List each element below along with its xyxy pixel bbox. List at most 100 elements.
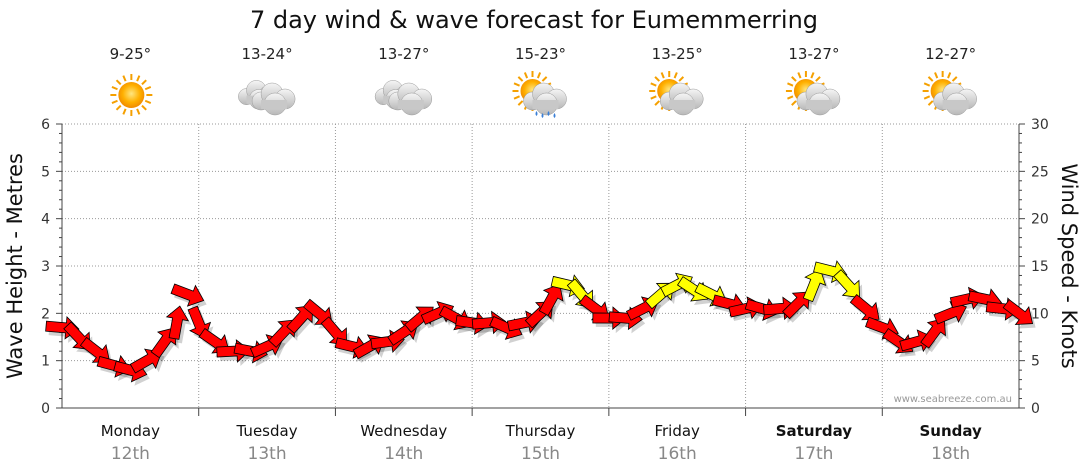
left-tick-label: 0: [41, 401, 50, 417]
weather-sun-cloud-icon: 13-27°: [785, 45, 841, 116]
left-tick-label: 5: [41, 164, 50, 180]
cloud-shape: [933, 82, 977, 116]
left-tick-label: 3: [41, 259, 50, 275]
sun-ray: [136, 75, 141, 82]
sun-ray: [934, 72, 939, 79]
day-date: 13th: [248, 444, 287, 464]
sun-ray: [678, 76, 685, 82]
sun-ray: [517, 100, 524, 106]
cloud-shape: [659, 82, 704, 116]
sun-ray: [923, 95, 931, 100]
sun-ray: [787, 95, 794, 100]
sun-ray: [144, 86, 152, 91]
cloud-shape: [796, 82, 841, 116]
sun-ray: [660, 72, 665, 79]
day-labels: Monday 12th Tuesday 13th Wednesday 14th Thursd…: [101, 408, 982, 464]
day-name: Thursday: [505, 422, 576, 440]
rain-drop: [547, 111, 550, 116]
temp-range: 13-27°: [788, 45, 839, 63]
weather-sun-cloud-icon: 12-27°: [922, 45, 977, 116]
gridlines: [61, 123, 1020, 409]
temp-range: 13-27°: [378, 45, 429, 63]
weather-sun-cloud-rain-icon: 15-23°: [512, 45, 567, 118]
day-date: 12th: [111, 444, 150, 464]
cloud-shape: [388, 82, 433, 116]
day-name: Tuesday: [236, 422, 298, 440]
temp-range: 12-27°: [925, 45, 976, 63]
sun-ray: [927, 76, 934, 82]
sun-ray: [650, 95, 657, 100]
day-name: Sunday: [919, 422, 982, 440]
sun-ray: [654, 100, 661, 106]
sun-ray: [947, 72, 952, 79]
right-tick-label: 30: [1031, 117, 1049, 133]
weather-cloud-icon: 13-24°: [238, 45, 296, 116]
sun-ray: [115, 79, 122, 86]
sun-ray: [923, 82, 931, 87]
sun-ray: [115, 104, 122, 111]
left-tick-label: 6: [41, 117, 50, 133]
wind-arrow: [1002, 299, 1034, 325]
wind-arrow: [165, 305, 190, 340]
y-left-label: Wave Height - Metres: [3, 153, 27, 379]
temp-range: 13-24°: [242, 45, 293, 63]
temp-range: 15-23°: [515, 45, 566, 63]
sun-ray: [536, 72, 542, 79]
left-tick-label: 4: [41, 212, 50, 228]
sun-ray: [787, 82, 794, 87]
sun-ray: [517, 76, 524, 82]
weather-sun-icon: 9-25°: [110, 45, 153, 116]
sun-ray: [797, 72, 802, 79]
cloud-shape: [251, 82, 296, 116]
sun-ray: [513, 95, 520, 100]
wind-arrow: [920, 318, 946, 349]
watermark: www.seabreeze.com.au: [894, 394, 1012, 405]
weather-cloud-icon: 13-27°: [374, 45, 433, 116]
right-tick-label: 0: [1031, 401, 1040, 417]
day-name: Wednesday: [360, 422, 447, 440]
sun-ray: [122, 108, 127, 115]
sun-ray: [541, 76, 548, 82]
weather-row: 9-25° 13-24° 13-27° 15-23° 13-25° 13-27° 12-27…: [110, 45, 977, 118]
plot-area: 0 1 2 3 4 5 6 0 5 10 15 20 25 30 www.seabreeze.com.a…: [41, 117, 1049, 417]
day-date: 15th: [521, 444, 560, 464]
sun-ray: [951, 76, 958, 82]
wind-arrow: [129, 348, 163, 374]
cloud-shape: [523, 82, 567, 116]
sun-ray: [136, 108, 141, 115]
day-date: 16th: [658, 444, 697, 464]
chart-title: 7 day wind & wave forecast for Eumemmerr…: [250, 6, 818, 34]
sun-ray: [513, 82, 520, 87]
rain-drop: [553, 113, 556, 118]
sun-ray: [141, 79, 147, 86]
sun-ray: [673, 72, 678, 79]
wind-arrow: [802, 268, 827, 303]
y-right-label: Wind Speed - Knots: [1057, 163, 1080, 368]
wind-arrow: [538, 283, 564, 317]
rain-drop: [535, 111, 538, 116]
wind-arrow: [170, 283, 205, 307]
right-tick-label: 20: [1031, 212, 1049, 228]
sun-ray: [791, 76, 797, 82]
left-tick-label: 2: [41, 306, 50, 322]
day-date: 18th: [931, 444, 970, 464]
wind-arrow: [833, 269, 860, 298]
right-tick-label: 15: [1031, 259, 1049, 275]
sun-ray: [111, 99, 118, 104]
sun-ray: [122, 75, 127, 82]
sun-ray: [111, 86, 118, 91]
temp-range: 13-25°: [652, 45, 703, 63]
day-name: Saturday: [776, 422, 853, 440]
sun-ray: [654, 76, 661, 82]
sun-ray: [791, 100, 797, 106]
sun-ray: [650, 82, 657, 87]
sun-ray: [141, 104, 147, 111]
day-name: Friday: [654, 422, 700, 440]
sun-ray: [810, 72, 815, 79]
sun-ray: [144, 99, 152, 104]
left-tick-label: 1: [41, 354, 50, 370]
temp-range: 9-25°: [110, 45, 152, 63]
sun-ray: [815, 76, 821, 82]
weather-sun-cloud-icon: 13-25°: [649, 45, 704, 116]
sun-ray: [523, 72, 529, 79]
